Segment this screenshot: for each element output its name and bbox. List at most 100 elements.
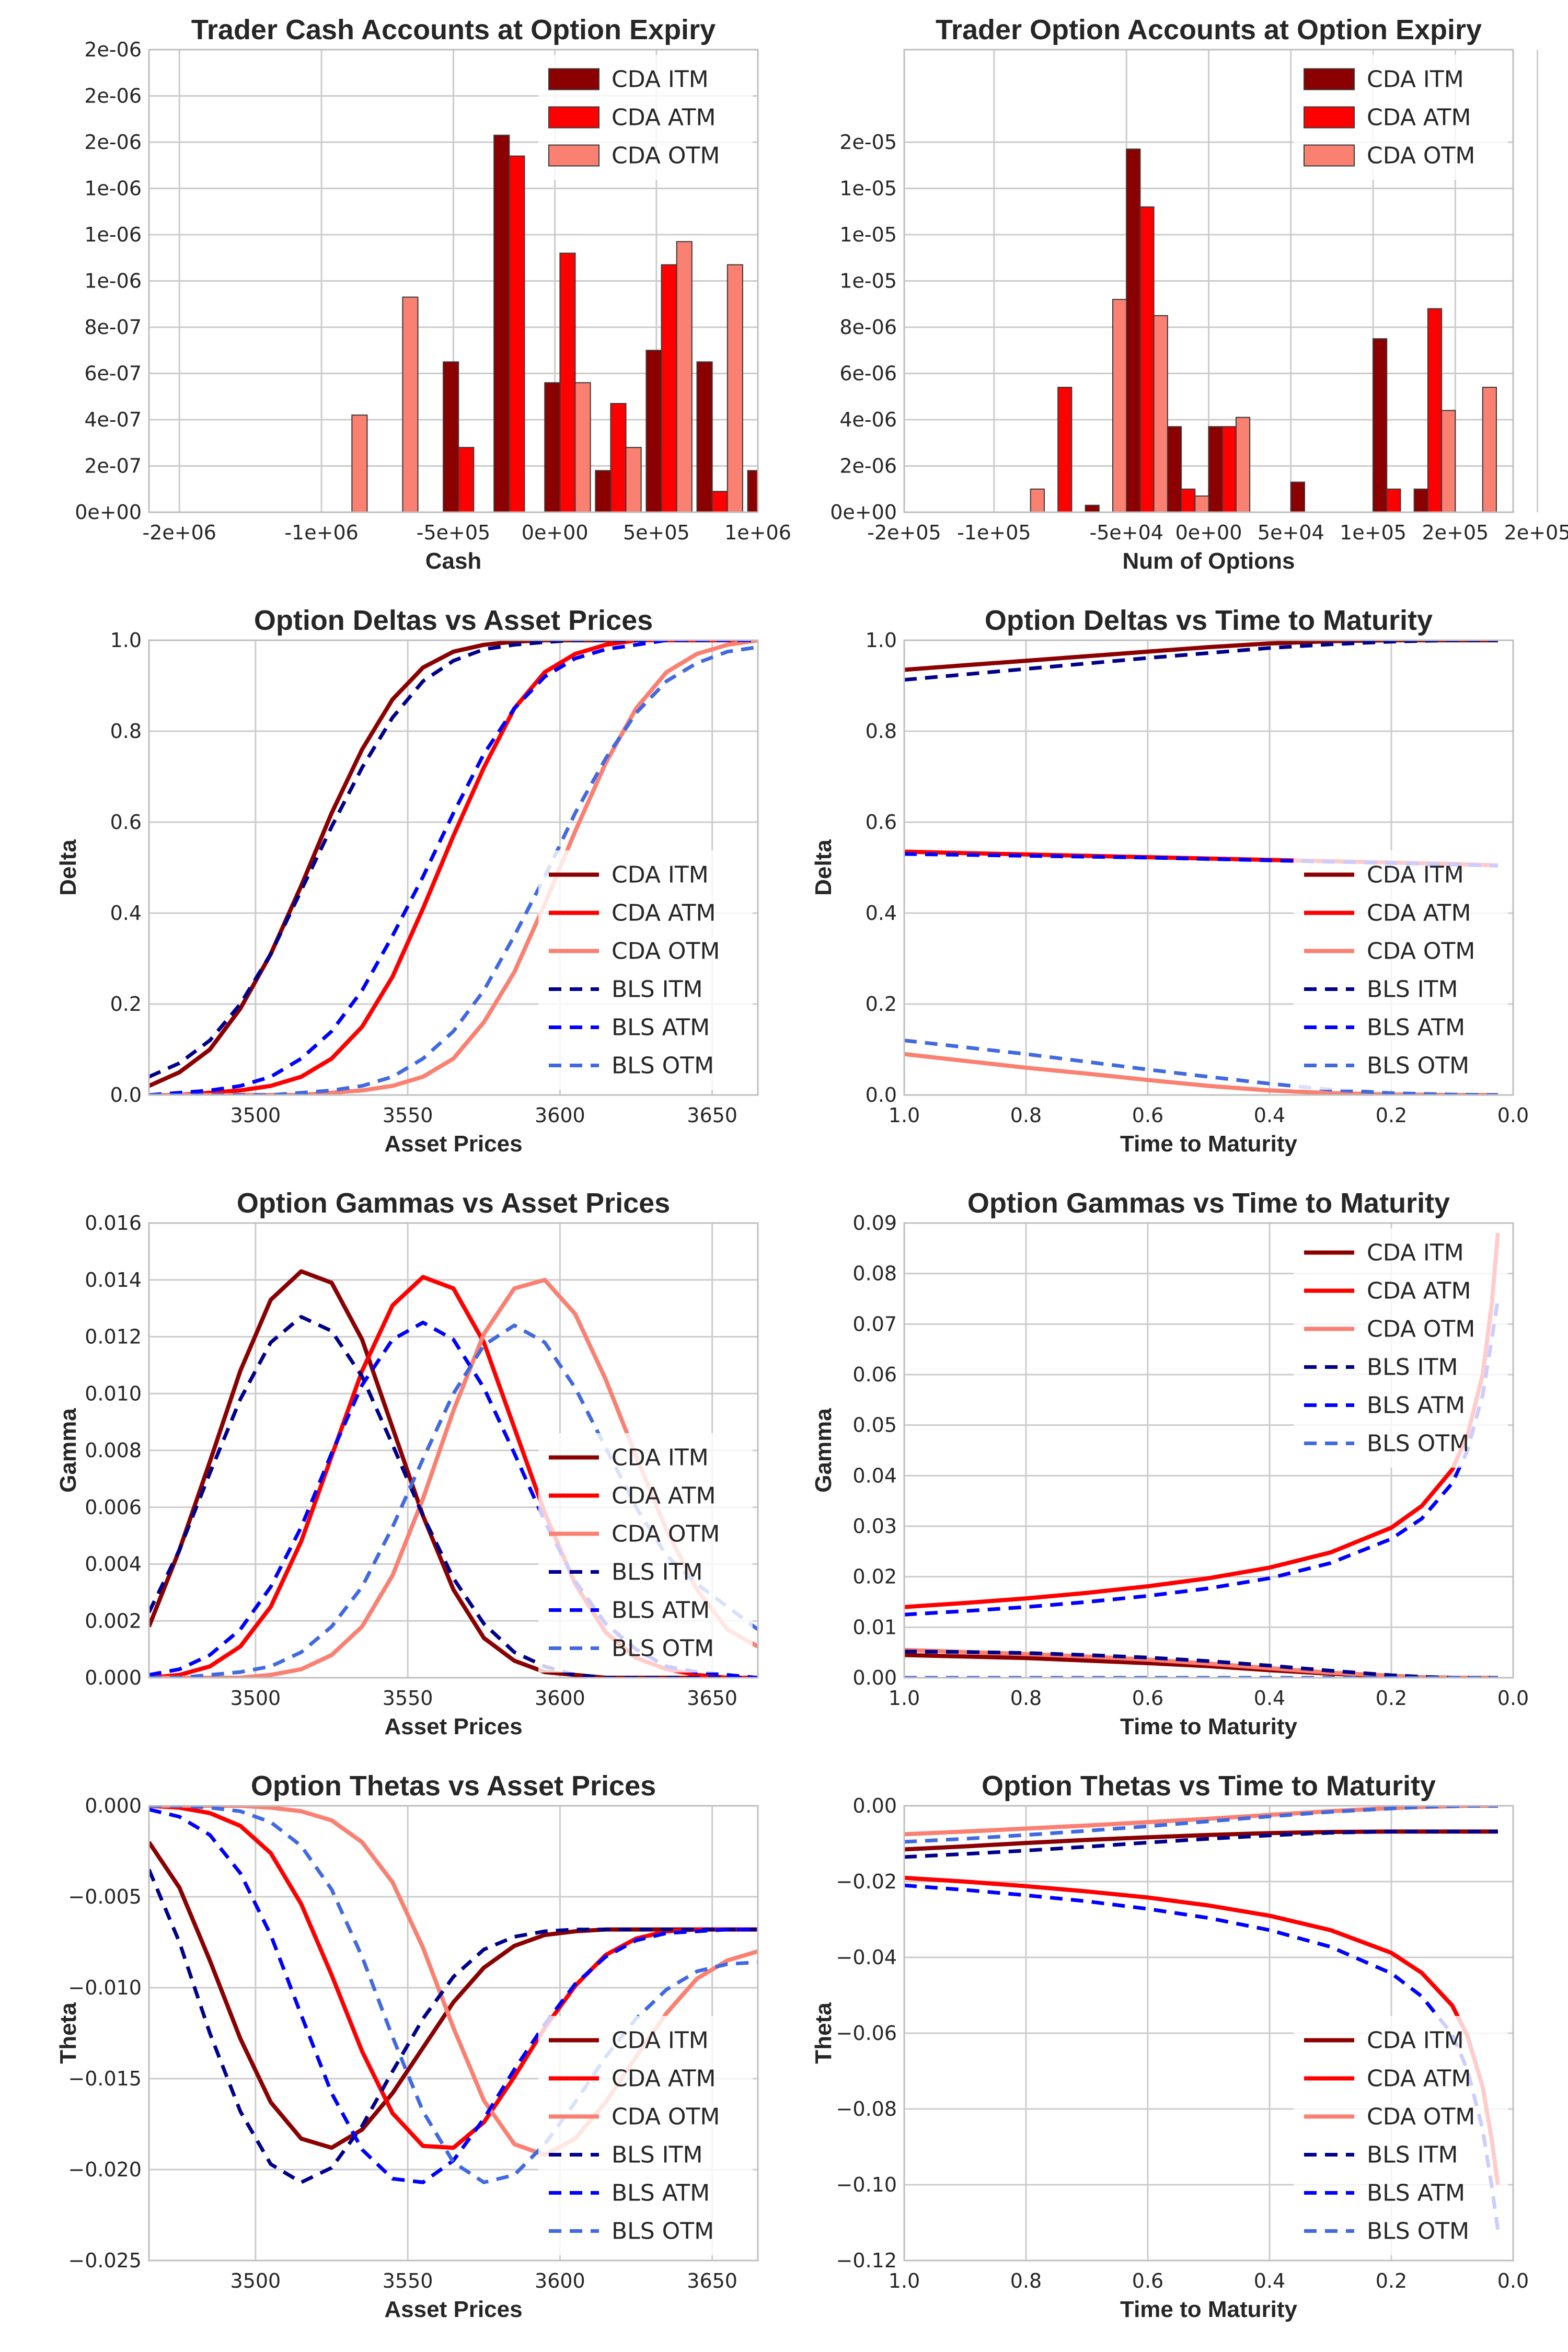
x-tick-label: 0.8 xyxy=(1010,1104,1042,1127)
legend-item: BLS ITM xyxy=(549,976,702,1003)
legend-item: CDA OTM xyxy=(549,2104,720,2130)
bar-cda-atm xyxy=(1427,308,1443,512)
y-tick-label: 0.0 xyxy=(110,1083,142,1106)
x-axis-label: Asset Prices xyxy=(384,1131,522,1157)
legend-swatch xyxy=(1304,144,1355,167)
chart-theta_s: 3500 3550 3600 3650 −0.025 −0.020 −0.015 −0.010… xyxy=(55,1770,759,2322)
y-tick-label: −0.12 xyxy=(836,2249,897,2272)
y-tick-label: 2e-06 xyxy=(839,455,897,478)
bar-cda-itm xyxy=(595,470,612,512)
axes-frame xyxy=(148,49,759,513)
bar-cda-atm xyxy=(458,447,475,512)
chart-options: -2e+05 -1e+05 -5e+04 0e+00 5e+04 1e+05 2e+05 2e… xyxy=(830,14,1568,574)
legend-label: BLS ITM xyxy=(1367,976,1458,1003)
bar-cda-atm xyxy=(1057,387,1073,512)
legend-label: CDA ITM xyxy=(612,1445,709,1471)
legend-label: BLS ITM xyxy=(612,2142,702,2169)
bar-cda-atm xyxy=(1386,488,1401,512)
line-bls-itm xyxy=(904,1829,1498,1859)
legend-item: CDA ATM xyxy=(549,900,716,927)
y-tick-label: −0.10 xyxy=(836,2173,897,2196)
legend-item: BLS ATM xyxy=(549,1597,710,1624)
x-tick-label: -5e+04 xyxy=(1089,521,1163,544)
legend-item: CDA ATM xyxy=(1304,900,1471,927)
legend-box xyxy=(1294,1228,1508,1468)
y-tick-label: 4e-06 xyxy=(839,408,897,431)
y-tick-label: −0.04 xyxy=(836,1946,897,1969)
x-tick-label: 3600 xyxy=(535,2269,585,2292)
line-cda-atm xyxy=(149,640,758,1095)
bar-cda-otm xyxy=(676,241,693,512)
legend-item: BLS OTM xyxy=(549,1053,714,1079)
x-tick-label: 0.0 xyxy=(1497,1687,1529,1710)
x-axis-label: Asset Prices xyxy=(384,2297,522,2322)
y-tick-label: 0.016 xyxy=(85,1212,142,1235)
y-tick-label: −0.005 xyxy=(68,1885,142,1908)
legend-label: CDA ATM xyxy=(1367,2066,1471,2092)
y-tick-label: 2e-06 xyxy=(84,131,142,154)
line-cda-itm xyxy=(149,1841,758,2150)
bar-cda-itm xyxy=(493,134,510,512)
legend-item: CDA ITM xyxy=(1304,2027,1464,2054)
y-tick-label: 0e+00 xyxy=(830,501,897,524)
line-cda-itm xyxy=(904,640,1498,672)
x-tick-label: 3650 xyxy=(687,1687,737,1710)
y-axis-label: Delta xyxy=(55,839,81,896)
y-tick-label: 0.004 xyxy=(85,1553,142,1576)
y-tick-label: 1e-05 xyxy=(839,177,897,200)
chart-delta_t: 1.0 0.8 0.6 0.4 0.2 0.0 0.0 0.2 0.4 0.6 0.8 1.0 Opti… xyxy=(811,605,1529,1157)
legend-label: CDA ITM xyxy=(612,66,709,93)
legend-item: BLS ITM xyxy=(1304,1354,1458,1381)
x-tick-label: -5e+05 xyxy=(417,521,490,544)
bar-cda-otm xyxy=(1194,495,1209,512)
line-cda-otm xyxy=(149,640,758,1095)
bar-cda-atm xyxy=(1139,206,1155,512)
y-tick-label: 0.014 xyxy=(85,1269,142,1292)
x-tick-label: 0.2 xyxy=(1376,1104,1407,1127)
legend-item: CDA ITM xyxy=(549,1445,709,1471)
legend-item: CDA OTM xyxy=(548,143,720,169)
bar-cda-atm xyxy=(509,155,525,512)
legend-label: BLS OTM xyxy=(612,1053,714,1079)
x-tick-label: 3600 xyxy=(535,1104,585,1127)
legend-label: CDA OTM xyxy=(1367,2104,1475,2130)
legend-label: BLS ATM xyxy=(1367,1014,1465,1041)
y-tick-label: 0.6 xyxy=(110,811,142,834)
x-tick-label: 2e+05 xyxy=(1504,521,1568,544)
legend-item: BLS ATM xyxy=(1304,1014,1465,1041)
axes-frame xyxy=(148,1222,759,1679)
legend: CDA ITM CDA ATM CDA OTM BLS ITM BLS ATM BLS … xyxy=(1294,850,1508,1090)
bar-cda-itm xyxy=(443,361,459,512)
legend-item: BLS OTM xyxy=(549,2218,714,2245)
legend-label: BLS OTM xyxy=(1367,1431,1469,1457)
y-tick-label: 0.03 xyxy=(852,1515,897,1538)
legend-box xyxy=(538,2016,753,2255)
legend-label: CDA OTM xyxy=(612,2104,720,2130)
bar-cda-itm xyxy=(1126,148,1141,512)
y-tick-label: 0.8 xyxy=(866,720,897,743)
legend-item: CDA OTM xyxy=(1304,1316,1475,1343)
legend-swatch xyxy=(548,68,599,90)
x-tick-label: -2e+05 xyxy=(867,521,941,544)
x-tick-label: 3650 xyxy=(687,2269,737,2292)
y-tick-label: 0.01 xyxy=(852,1616,897,1639)
x-tick-label: 0e+00 xyxy=(522,521,589,544)
plot-marks xyxy=(1030,148,1497,512)
x-axis-label: Num of Options xyxy=(1123,548,1295,574)
legend-box xyxy=(538,1433,753,1673)
chart-gamma_t: 1.0 0.8 0.6 0.4 0.2 0.0 0.00 0.01 0.02 0.03 0.04 0.… xyxy=(811,1187,1529,1739)
x-tick-label: 0.8 xyxy=(1010,2269,1042,2292)
bar-cda-otm xyxy=(1030,488,1045,512)
x-axis-label: Asset Prices xyxy=(384,1714,522,1739)
y-tick-label: 0.008 xyxy=(85,1439,142,1462)
y-tick-label: −0.025 xyxy=(68,2249,142,2272)
legend: CDA ITM CDA ATM CDA OTM BLS ITM BLS ATM BLS O… xyxy=(1294,1228,1508,1468)
legend: CDA ITM CDA ATM CDA OTM BLS ITM BLS ATM BLS … xyxy=(538,1433,753,1673)
legend: CDA ITM CDA ATM CDA OTM BLS ITM BLS ATM BLS O… xyxy=(1294,2016,1508,2255)
legend-swatch xyxy=(548,144,599,167)
legend-item: CDA OTM xyxy=(1304,2104,1475,2130)
line-bls-itm xyxy=(904,1650,1498,1678)
x-tick-label: 3500 xyxy=(230,1104,281,1127)
legend-label: CDA OTM xyxy=(612,143,720,169)
